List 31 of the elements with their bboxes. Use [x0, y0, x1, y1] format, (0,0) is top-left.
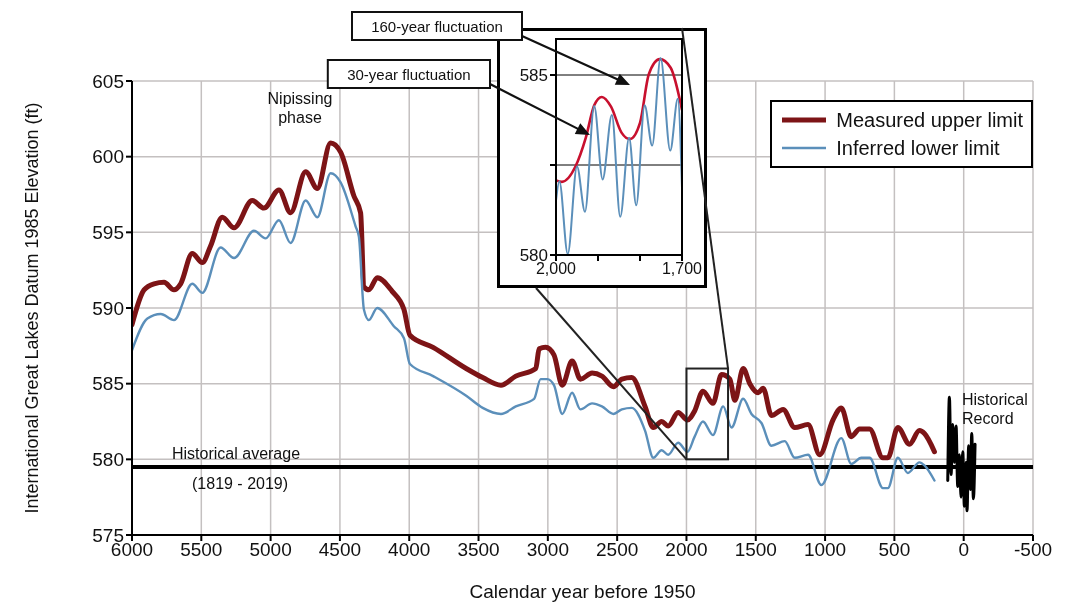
annotation: Historical Record [962, 391, 1028, 427]
x-tick-label: 2500 [596, 539, 639, 561]
y-tick-label: 600 [92, 146, 124, 168]
x-tick-label: -500 [1013, 539, 1053, 561]
y-tick-label: 585 [519, 66, 548, 86]
x-tick-label: 3500 [457, 539, 500, 561]
y-tick-label: 605 [92, 70, 124, 92]
y-tick-label: 590 [92, 297, 124, 319]
line-series [132, 172, 936, 490]
x-tick-label: 500 [878, 539, 911, 561]
x-tick-label: 2000 [665, 539, 708, 561]
y-tick-label: 595 [92, 222, 124, 244]
y-tick-label: 580 [92, 449, 124, 471]
annotation: 30-year fluctuation [347, 66, 471, 83]
x-tick-label: 0 [958, 539, 969, 561]
x-tick-label: 5500 [180, 539, 223, 561]
y-tick-label: 585 [92, 373, 124, 395]
ref-line-label: Historical average (1819 - 2019) [172, 444, 301, 492]
x-tick-label: 3000 [526, 539, 569, 561]
x-tick-label: 1,700 [661, 260, 703, 278]
legend-label: Inferred lower limit [836, 136, 1000, 161]
x-tick-label: 4000 [388, 539, 431, 561]
y-axis-title: International Great Lakes Datum 1985 Elevation (ft) [22, 102, 43, 514]
x-tick-label: 1000 [803, 539, 847, 561]
x-axis-title: Calendar year before 1950 [469, 581, 696, 602]
annotation: Nipissing phase [267, 90, 333, 126]
legend-label: Measured upper limit [836, 108, 1023, 133]
text: 160-year fluctuation [371, 18, 503, 35]
x-tick-label: 4500 [318, 539, 362, 561]
x-tick-label: 5000 [249, 539, 292, 561]
x-tick-label: 1500 [734, 539, 777, 561]
